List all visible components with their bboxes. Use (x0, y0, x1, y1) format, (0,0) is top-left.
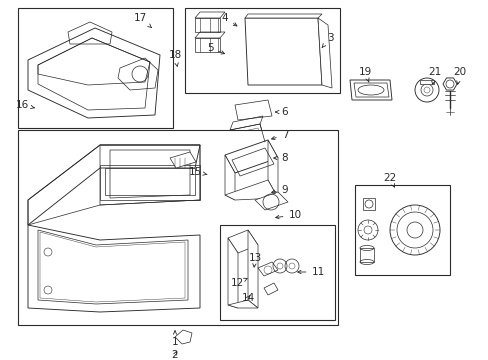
Text: 4: 4 (221, 13, 236, 26)
Polygon shape (224, 140, 278, 173)
Text: 12: 12 (230, 278, 246, 288)
Polygon shape (28, 225, 200, 312)
Text: 3: 3 (322, 33, 333, 48)
Text: 18: 18 (168, 50, 181, 66)
Text: 5: 5 (206, 43, 224, 54)
Polygon shape (227, 238, 238, 308)
Text: 19: 19 (358, 67, 371, 82)
Text: 2: 2 (171, 350, 178, 360)
Text: 11: 11 (297, 267, 324, 277)
Polygon shape (419, 80, 433, 84)
Text: 9: 9 (271, 185, 288, 195)
Text: 10: 10 (275, 210, 301, 220)
Text: 17: 17 (133, 13, 151, 28)
Polygon shape (442, 78, 456, 90)
Text: 15: 15 (188, 167, 207, 177)
Bar (18, 130, 337, 325)
Text: 1: 1 (171, 331, 178, 347)
Polygon shape (267, 140, 278, 198)
Text: 22: 22 (383, 173, 396, 187)
Text: 7: 7 (271, 130, 288, 140)
Polygon shape (244, 14, 321, 18)
Bar (220, 225, 334, 320)
Text: 14: 14 (241, 293, 254, 303)
Bar (184, 8, 339, 93)
Polygon shape (224, 155, 235, 200)
Text: 16: 16 (15, 100, 34, 110)
Text: 21: 21 (427, 67, 441, 84)
Polygon shape (317, 18, 331, 88)
Polygon shape (254, 192, 287, 210)
Polygon shape (28, 145, 200, 225)
Text: 6: 6 (275, 107, 288, 117)
Bar (18, 8, 173, 128)
Polygon shape (247, 230, 258, 308)
Polygon shape (224, 180, 278, 200)
Text: 8: 8 (273, 153, 288, 163)
Text: 13: 13 (248, 253, 261, 267)
Polygon shape (170, 152, 196, 168)
Polygon shape (349, 80, 391, 100)
Bar (354, 185, 449, 275)
Polygon shape (28, 28, 160, 118)
Polygon shape (227, 230, 258, 253)
Text: 20: 20 (452, 67, 466, 84)
Polygon shape (227, 300, 258, 308)
Polygon shape (244, 18, 321, 85)
